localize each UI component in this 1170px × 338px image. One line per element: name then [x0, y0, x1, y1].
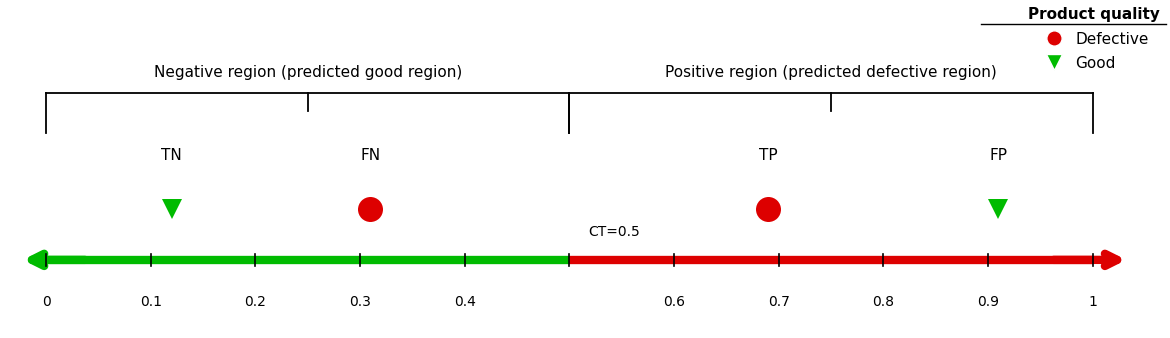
Text: CT=0.5: CT=0.5	[589, 225, 640, 239]
Text: 0.6: 0.6	[663, 294, 684, 309]
Text: FP: FP	[990, 148, 1007, 163]
Text: 0.1: 0.1	[139, 294, 161, 309]
Text: TN: TN	[161, 148, 183, 163]
Text: Positive region (predicted defective region): Positive region (predicted defective reg…	[665, 65, 997, 79]
Text: 0.2: 0.2	[245, 294, 267, 309]
Text: 0.9: 0.9	[977, 294, 999, 309]
Text: TP: TP	[759, 148, 777, 163]
Text: FN: FN	[360, 148, 380, 163]
Text: 0.8: 0.8	[873, 294, 894, 309]
Text: 1: 1	[1088, 294, 1097, 309]
Legend: Defective, Good: Defective, Good	[1021, 1, 1165, 77]
Text: 0: 0	[42, 294, 50, 309]
Text: 0.3: 0.3	[349, 294, 371, 309]
Text: Negative region (predicted good region): Negative region (predicted good region)	[153, 65, 462, 79]
Text: 0.4: 0.4	[454, 294, 475, 309]
Text: 0.7: 0.7	[768, 294, 790, 309]
